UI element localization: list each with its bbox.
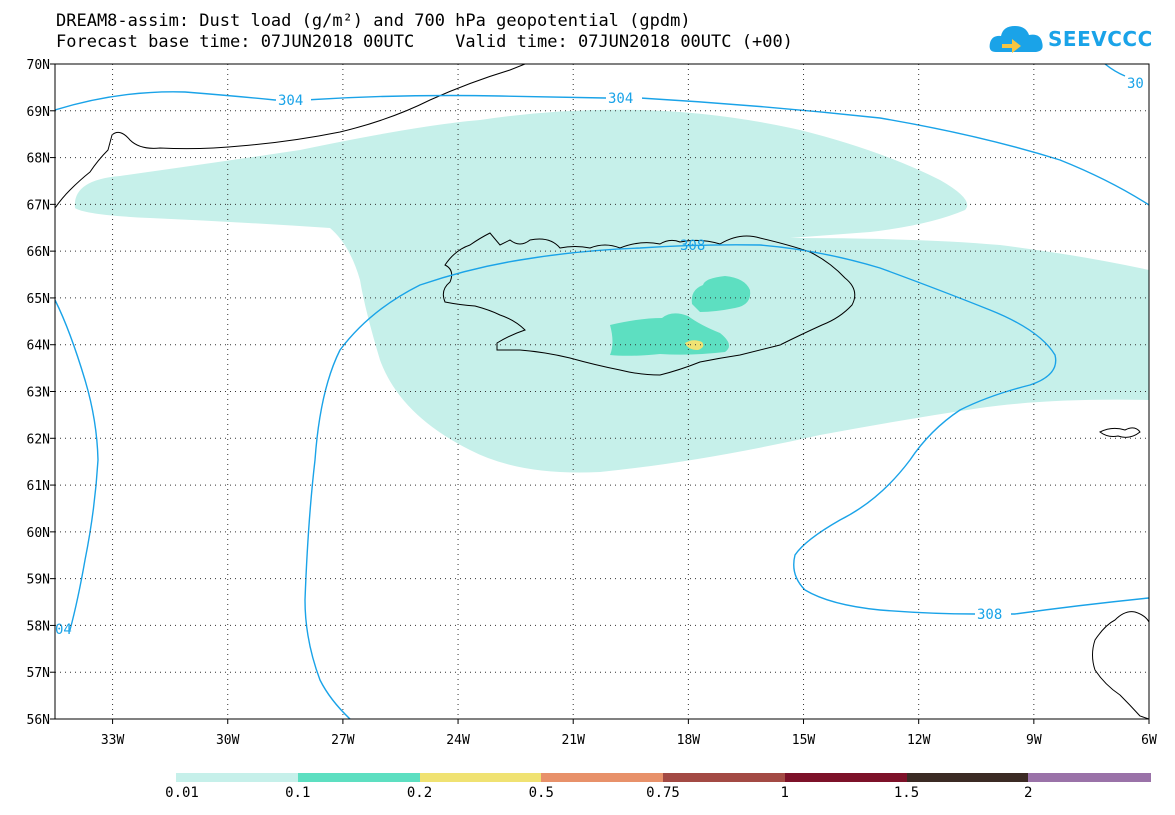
lat-label: 69N bbox=[27, 105, 50, 120]
lon-label: 24W bbox=[446, 733, 470, 748]
lat-label: 60N bbox=[27, 526, 50, 541]
logo-text: SEEVCCC bbox=[1048, 27, 1153, 51]
dust-area-mid-north bbox=[691, 276, 751, 312]
contour-label: 304 bbox=[608, 91, 633, 107]
colorbar-label: 0.1 bbox=[285, 785, 311, 801]
lon-label: 12W bbox=[907, 733, 931, 748]
lat-label: 67N bbox=[27, 198, 50, 213]
coastlines bbox=[55, 64, 1149, 719]
lon-label: 21W bbox=[561, 733, 585, 748]
contour-308 bbox=[55, 244, 1149, 719]
lon-label: 33W bbox=[101, 733, 125, 748]
colorbar-label: 1 bbox=[780, 785, 789, 801]
latitude-labels: 70N 69N 68N 67N 66N 65N 64N 63N 62N 61N 60N 59N 58N 5… bbox=[27, 58, 55, 728]
colorbar-label: 0.2 bbox=[406, 785, 433, 801]
colorbar-segment bbox=[906, 773, 1029, 782]
colorbar-label: 0.5 bbox=[528, 785, 554, 801]
contour-label: 304 bbox=[278, 93, 303, 109]
lon-label: 6W bbox=[1141, 733, 1157, 748]
colorbar-label: 1.5 bbox=[893, 785, 920, 801]
lon-label: 15W bbox=[792, 733, 816, 748]
iceland-coast bbox=[442, 232, 856, 376]
lat-label: 57N bbox=[27, 666, 50, 681]
contour-labels: 304 304 308 308 30 04 bbox=[55, 76, 1144, 638]
lat-label: 56N bbox=[27, 713, 50, 728]
forecast-times: Forecast base time: 07JUN2018 00UTC Vali… bbox=[56, 32, 793, 52]
greenland-coast bbox=[55, 64, 526, 209]
lat-label: 59N bbox=[27, 573, 50, 588]
lat-label: 65N bbox=[27, 292, 50, 307]
lat-label: 64N bbox=[27, 339, 50, 354]
contour-label: 30 bbox=[1127, 76, 1144, 92]
lon-label: 27W bbox=[331, 733, 355, 748]
colorbar-segment bbox=[784, 773, 907, 782]
chart-title: DREAM8-assim: Dust load (g/m²) and 700 h… bbox=[56, 11, 691, 31]
gridlines bbox=[55, 64, 1149, 719]
lat-label: 68N bbox=[27, 152, 50, 167]
lat-label: 62N bbox=[27, 432, 50, 447]
lon-label: 30W bbox=[216, 733, 240, 748]
lat-label: 58N bbox=[27, 619, 50, 634]
colorbar-segment bbox=[663, 773, 786, 782]
lat-label: 66N bbox=[27, 245, 50, 260]
scotland-coast bbox=[1092, 611, 1149, 719]
lat-label: 70N bbox=[27, 58, 50, 73]
faroe-islands bbox=[1099, 427, 1141, 438]
lat-label: 63N bbox=[27, 386, 50, 401]
dust-area-low bbox=[74, 109, 1149, 473]
seevccc-logo: SEEVCCC bbox=[988, 18, 1152, 62]
colorbar-segment bbox=[1028, 773, 1151, 782]
contour-label: 04 bbox=[55, 622, 72, 638]
lon-label: 9W bbox=[1026, 733, 1042, 748]
colorbar-segment bbox=[297, 773, 420, 782]
dust-area-high bbox=[685, 340, 704, 350]
longitude-labels: 33W 30W 27W 24W 21W 18W 15W 12W 9W 6W bbox=[101, 719, 1157, 748]
lon-label: 18W bbox=[677, 733, 701, 748]
contour-30x-corner bbox=[1104, 64, 1126, 77]
colorbar-segment bbox=[419, 773, 542, 782]
lat-label: 61N bbox=[27, 479, 50, 494]
contour-label: 308 bbox=[977, 607, 1002, 623]
colorbar-label: 2 bbox=[1024, 785, 1033, 801]
colorbar-segment bbox=[176, 773, 299, 782]
colorbar-segment bbox=[541, 773, 664, 782]
contour-label: 308 bbox=[680, 238, 705, 254]
colorbar-label: 0.01 bbox=[165, 785, 199, 801]
cloud-logo-icon bbox=[989, 26, 1043, 53]
colorbar-label: 0.75 bbox=[646, 785, 680, 801]
